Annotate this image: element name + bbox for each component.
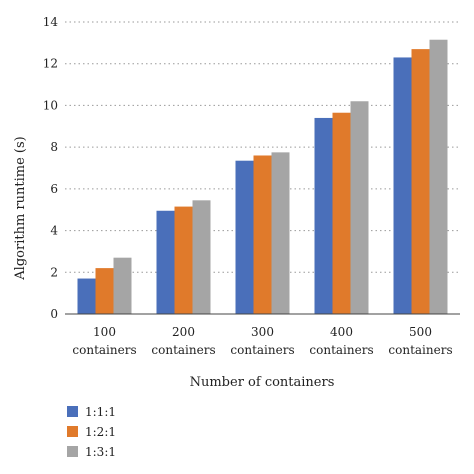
y-tick-label: 0 bbox=[50, 307, 58, 321]
y-tick-label: 12 bbox=[43, 57, 58, 71]
bar bbox=[192, 200, 211, 314]
bars bbox=[77, 39, 448, 314]
bar bbox=[429, 39, 448, 314]
bar bbox=[95, 268, 114, 314]
y-tick-label: 4 bbox=[50, 224, 58, 238]
legend-label: 1:2:1 bbox=[85, 425, 116, 439]
legend-label: 1:1:1 bbox=[85, 405, 116, 419]
bar bbox=[393, 57, 412, 314]
bar bbox=[77, 278, 96, 314]
y-tick-label: 8 bbox=[50, 140, 58, 154]
legend-label: 1:3:1 bbox=[85, 445, 116, 459]
bar bbox=[411, 49, 430, 314]
x-tick-label: containers bbox=[309, 343, 373, 357]
legend: 1:1:1 1:2:1 1:3:1 bbox=[67, 405, 116, 459]
y-tick-label: 2 bbox=[50, 265, 58, 279]
x-tick-label: 300 bbox=[251, 325, 274, 339]
y-tick-label: 6 bbox=[50, 182, 58, 196]
y-tick-label: 14 bbox=[43, 15, 59, 29]
bar bbox=[253, 155, 272, 314]
y-tick-labels: 0 2 4 6 8 10 12 14 bbox=[43, 15, 59, 321]
x-tick-label: containers bbox=[388, 343, 452, 357]
x-tick-label: containers bbox=[72, 343, 136, 357]
bar bbox=[156, 210, 175, 314]
bar bbox=[174, 206, 193, 314]
bar bbox=[350, 101, 369, 314]
y-axis-title: Algorithm runtime (s) bbox=[13, 136, 28, 280]
legend-swatch bbox=[67, 426, 78, 437]
x-axis-title: Number of containers bbox=[190, 375, 335, 390]
legend-swatch bbox=[67, 446, 78, 457]
bar bbox=[314, 117, 333, 314]
x-tick-label: containers bbox=[230, 343, 294, 357]
x-tick-label: 500 bbox=[409, 325, 432, 339]
x-tick-label: 200 bbox=[172, 325, 195, 339]
x-tick-label: 400 bbox=[330, 325, 353, 339]
y-tick-label: 10 bbox=[43, 98, 58, 112]
bar bbox=[332, 112, 351, 314]
bar bbox=[271, 152, 290, 314]
bar bbox=[113, 257, 132, 314]
legend-swatch bbox=[67, 406, 78, 417]
x-tick-labels: 100 containers 200 containers 300 containers 4… bbox=[72, 325, 452, 357]
x-tick-label: containers bbox=[151, 343, 215, 357]
x-tick-label: 100 bbox=[93, 325, 116, 339]
bar bbox=[235, 160, 254, 314]
